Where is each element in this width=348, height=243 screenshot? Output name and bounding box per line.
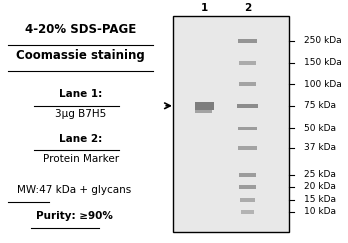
Bar	[196, 110, 212, 113]
Bar	[239, 185, 256, 189]
Bar	[196, 102, 214, 110]
Text: MW:47 kDa + glycans: MW:47 kDa + glycans	[17, 185, 131, 195]
Text: 2: 2	[244, 3, 251, 13]
Text: 4-20% SDS-PAGE: 4-20% SDS-PAGE	[25, 23, 136, 36]
Text: 10 kDa: 10 kDa	[304, 207, 336, 216]
Bar	[238, 127, 256, 130]
Text: 75 kDa: 75 kDa	[304, 101, 336, 110]
Bar	[240, 198, 255, 202]
Text: 100 kDa: 100 kDa	[304, 80, 341, 89]
Text: 250 kDa: 250 kDa	[304, 36, 341, 45]
Bar	[238, 39, 256, 43]
Text: Coomassie staining: Coomassie staining	[16, 49, 145, 62]
Bar	[239, 82, 256, 86]
Text: 25 kDa: 25 kDa	[304, 170, 335, 179]
Bar	[173, 16, 289, 232]
Bar	[239, 173, 256, 177]
Text: 1: 1	[201, 3, 208, 13]
Bar	[239, 61, 256, 64]
Bar	[238, 146, 256, 150]
Text: 150 kDa: 150 kDa	[304, 58, 341, 67]
Bar	[241, 210, 254, 214]
Text: 37 kDa: 37 kDa	[304, 143, 336, 152]
Text: Lane 1:: Lane 1:	[59, 89, 102, 99]
Text: 50 kDa: 50 kDa	[304, 124, 336, 133]
Text: Protein Marker: Protein Marker	[42, 154, 119, 164]
Text: 15 kDa: 15 kDa	[304, 195, 336, 204]
Text: Purity: ≥90%: Purity: ≥90%	[35, 211, 112, 221]
Text: Lane 2:: Lane 2:	[59, 134, 102, 144]
Bar	[237, 104, 258, 108]
Text: 20 kDa: 20 kDa	[304, 182, 335, 191]
Text: 3μg B7H5: 3μg B7H5	[55, 109, 106, 119]
